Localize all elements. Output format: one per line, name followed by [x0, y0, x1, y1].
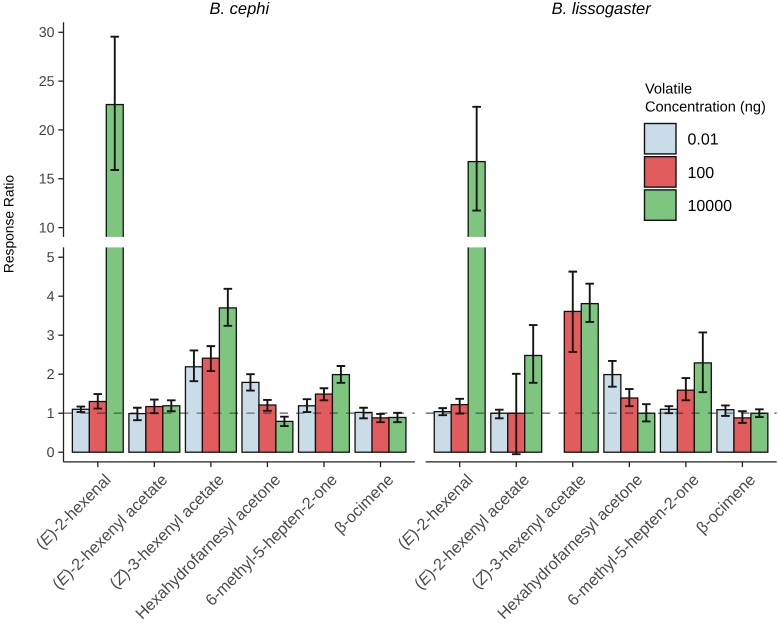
svg-text:1: 1: [47, 406, 55, 422]
svg-text:Volatile: Volatile: [645, 82, 692, 98]
svg-text:3: 3: [47, 328, 55, 344]
svg-text:0: 0: [47, 445, 55, 461]
svg-text:5: 5: [47, 250, 55, 266]
svg-text:Concentration (ng): Concentration (ng): [645, 100, 766, 116]
svg-text:0.01: 0.01: [688, 132, 719, 149]
svg-text:15: 15: [39, 172, 55, 188]
svg-text:100: 100: [688, 165, 715, 182]
svg-text:10: 10: [39, 220, 55, 236]
svg-text:20: 20: [39, 123, 55, 139]
svg-text:2: 2: [47, 367, 55, 383]
svg-text:30: 30: [39, 25, 55, 41]
svg-text:4: 4: [47, 289, 55, 305]
svg-text:Response Ratio: Response Ratio: [2, 175, 17, 273]
svg-text:25: 25: [39, 74, 55, 90]
svg-text:10000: 10000: [688, 198, 733, 215]
svg-text:B. cephi: B. cephi: [209, 0, 270, 18]
svg-text:B. lissogaster: B. lissogaster: [552, 0, 653, 18]
